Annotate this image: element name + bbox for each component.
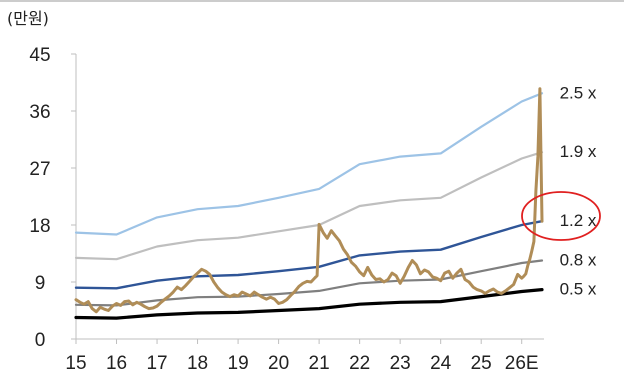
y-tick-label: 9: [35, 273, 46, 294]
band-line-1.9x: [74, 151, 544, 261]
x-tick-label: 23: [390, 353, 411, 374]
series-lines: [74, 87, 544, 320]
highlight-circle: [521, 191, 601, 241]
y-tick-label: 36: [29, 102, 50, 123]
band-label: 0.8 x: [560, 250, 597, 269]
band-label: 1.2 x: [560, 211, 597, 230]
y-tick-label: 45: [29, 45, 50, 66]
band-labels: 2.5 x 1.9 x 1.2 x 0.8 x 0.5 x: [560, 83, 597, 298]
x-tick-label: 17: [146, 353, 167, 374]
band-label: 2.5 x: [560, 83, 597, 102]
y-tick-label: 0: [35, 330, 46, 351]
band-label: 0.5 x: [560, 280, 597, 299]
unit-label: (만원): [7, 9, 49, 28]
band-line-1.2x: [74, 219, 544, 290]
y-tick-label: 27: [29, 159, 50, 180]
band-line-0.8x: [74, 259, 544, 307]
y-tick-label: 18: [29, 216, 50, 237]
x-tick-label: 22: [349, 353, 370, 374]
band-line-2.5x: [74, 92, 544, 236]
x-tick-label: 24: [430, 353, 452, 374]
x-tick-label: 20: [268, 353, 289, 374]
price-line: [74, 87, 544, 314]
band-line-0.5x: [74, 288, 544, 320]
axes: [71, 53, 544, 344]
x-tick-label: 15: [65, 353, 86, 374]
x-tick-label: 19: [228, 353, 249, 374]
x-axis-labels: 15 16 17 18 19 20 21 22 23 24 25 26E: [65, 353, 538, 374]
x-tick-label: 18: [187, 353, 208, 374]
y-axis-labels: 0 9 18 27 36 45: [29, 45, 50, 351]
x-tick-label: 25: [471, 353, 492, 374]
x-tick-label: 21: [309, 353, 330, 374]
x-tick-label: 26E: [505, 353, 539, 374]
x-tick-label: 16: [106, 353, 127, 374]
band-label: 1.9 x: [560, 142, 597, 161]
